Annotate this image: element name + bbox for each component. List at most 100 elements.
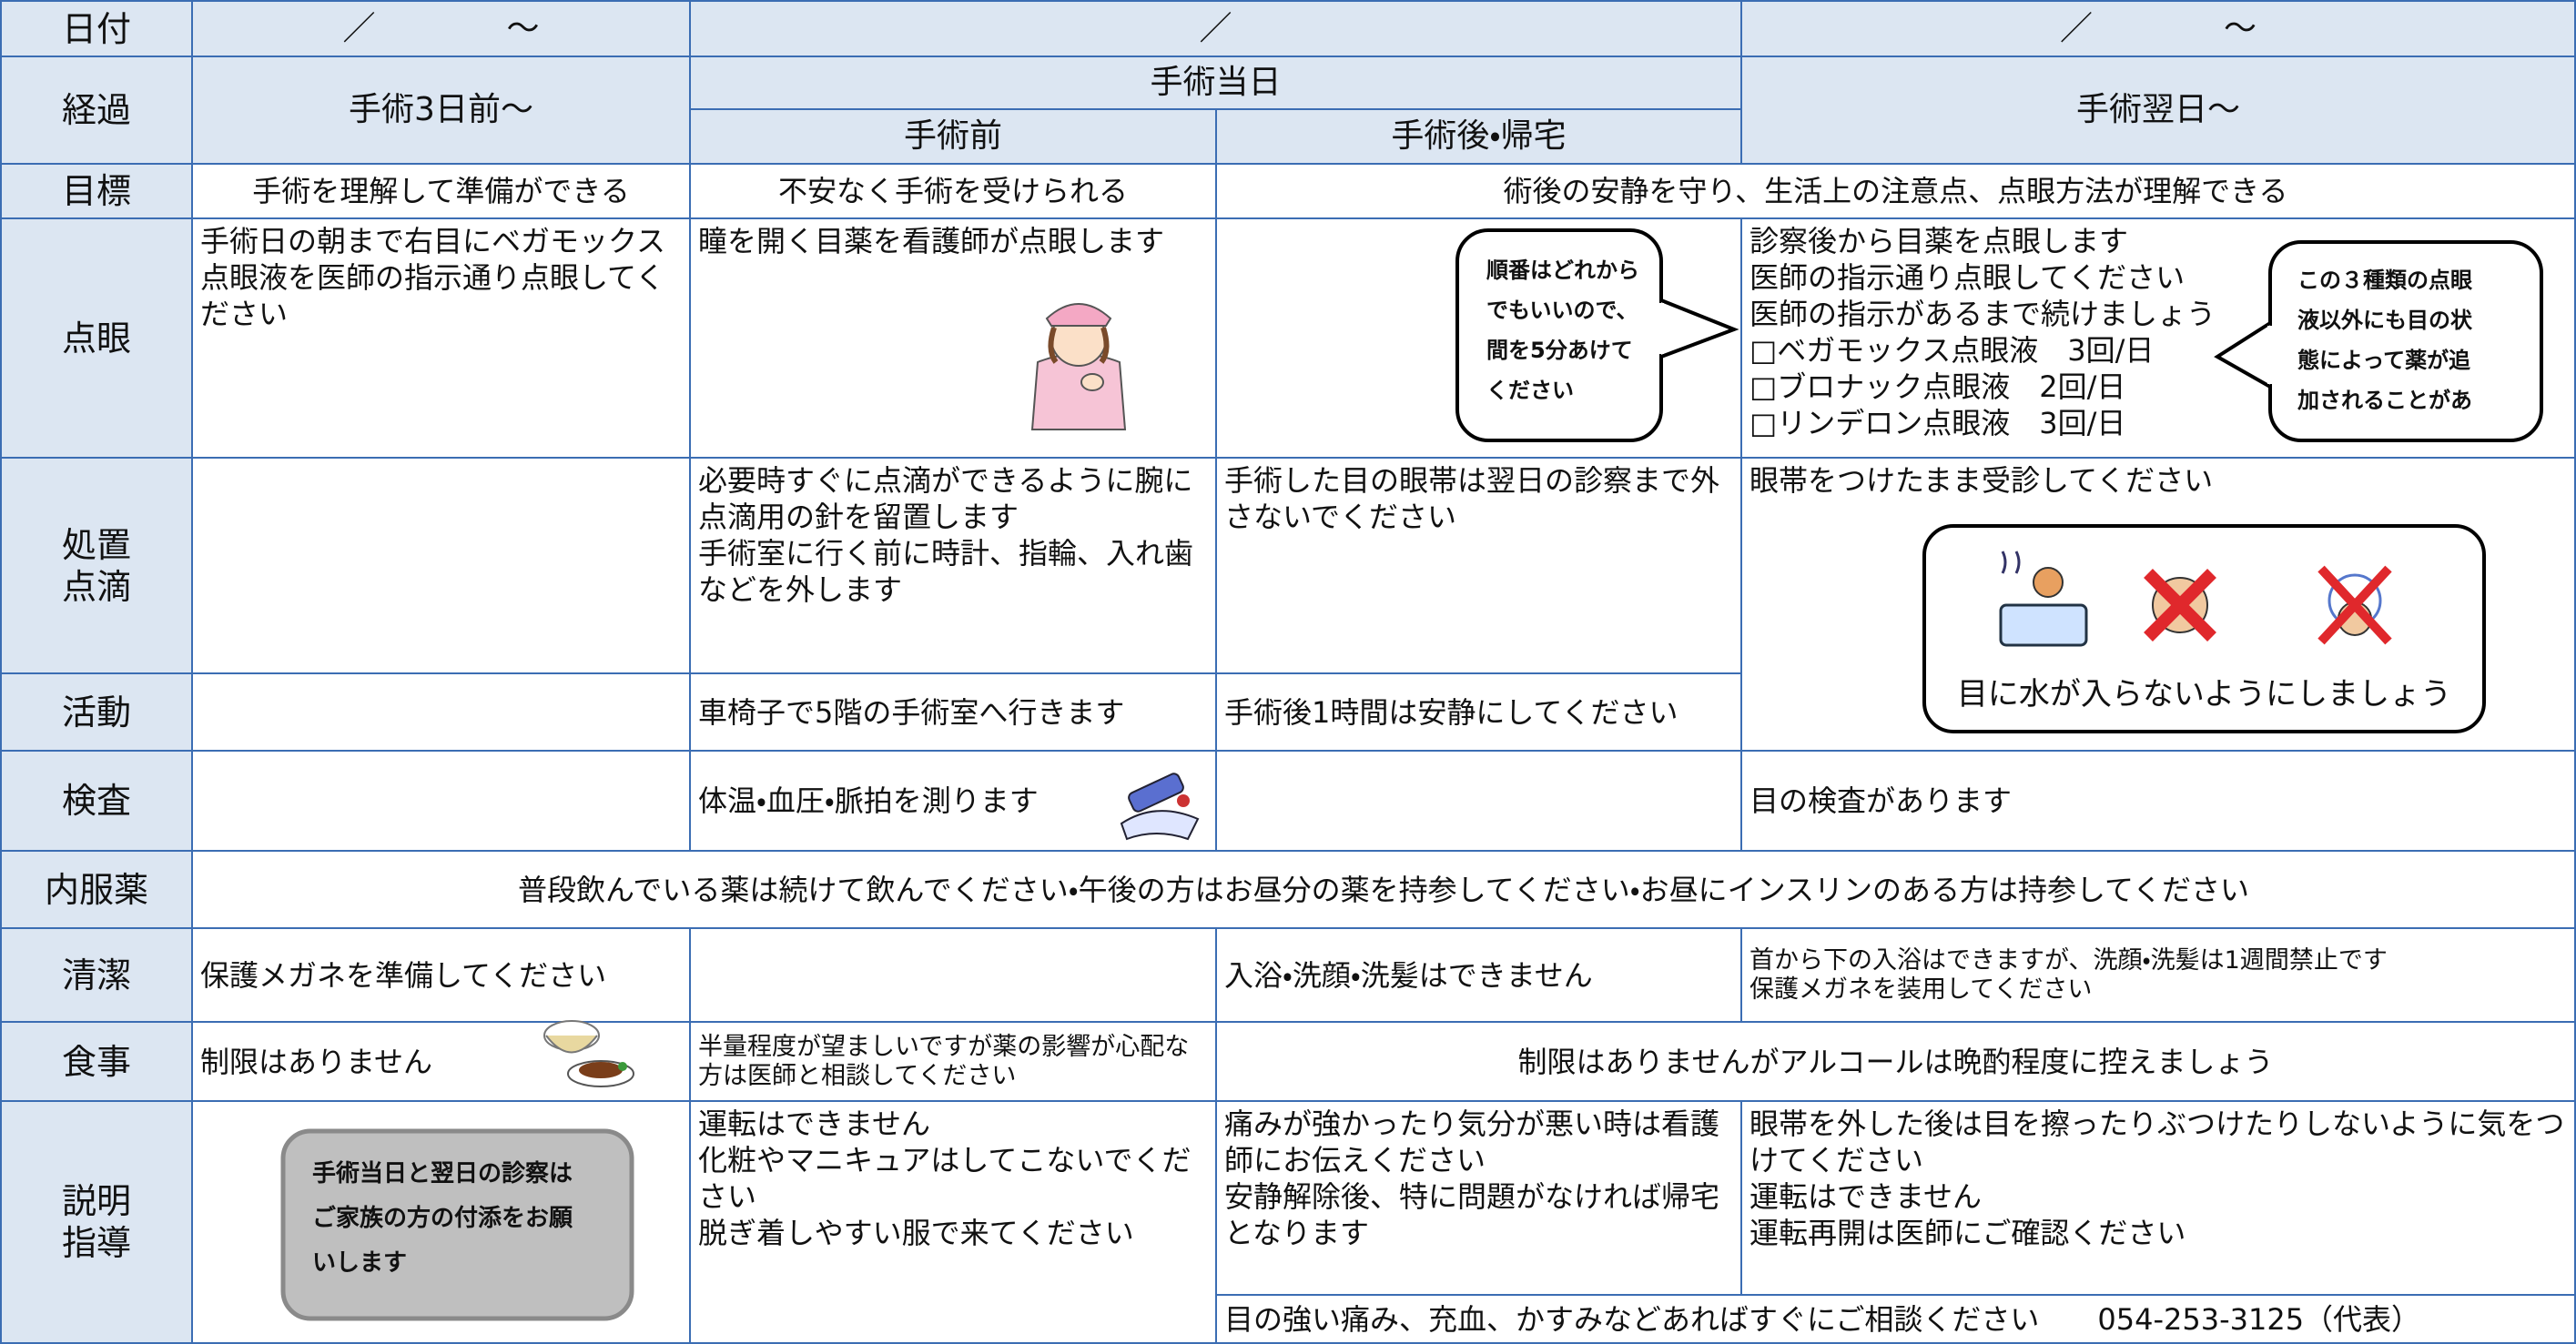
cell-text: ／ ～ [2059,9,2257,47]
table-cell [191,750,691,852]
table-cell [1215,750,1742,852]
cell-text: 体温・血圧・脈拍を測ります [698,783,1039,818]
cell-text: 普段飲んでいる薬は続けて飲んでください・午後の方はお昼分の薬を持参してください・… [517,872,2250,907]
cell-text: 入浴・洗顔・洗髪はできません [1224,957,1593,993]
table-cell [689,927,1217,1023]
table-cell: 首から下の入浴はできますが、洗顔・洗髪は1週間禁止です 保護メガネを装用してくださ… [1740,927,2576,1023]
table-cell: 普段飲んでいる薬は続けて飲んでください・午後の方はお昼分の薬を持参してください・… [191,850,2576,929]
cell-text: 液以外にも目の状 [2297,308,2472,333]
cell-text: 手術室に行く前に時計、指輪、入れ歯などを外します [698,536,1194,607]
cell-text: 瞳を開く目薬を看護師が点眼します [698,224,1165,258]
cell-text: 順番はどれから [1486,258,1639,283]
notice-text: 手術当日と翌日の診察は ご家族の方の付添をお願 いします [312,1152,573,1286]
cell-text: 運転再開は医師にご確認ください [1749,1216,2186,1250]
table-cell: ／ ～ [1740,0,2576,57]
bubble-text: 順番はどれから でもいいので、 間を5分あけて ください [1486,250,1639,410]
table-cell: 目の検査があります [1740,750,2576,852]
table-cell: 手術した目の眼帯は翌日の診察まで外さないでください [1215,457,1742,674]
table-cell: 手術3日前～ [191,56,691,165]
cell-text: 眼帯をつけたまま受診してください [1749,463,2214,498]
cell-text: 痛みが強かったり気分が悪い時は看護師にお伝えください [1224,1107,1720,1177]
cell-text: 首から下の入浴はできますが、洗顔・洗髪は1週間禁止です [1749,945,2388,975]
table-cell: 保護メガネを準備してください [191,927,691,1023]
cell-text: 説明 [61,1181,131,1221]
cell-text: 加されることがあ [2297,388,2472,413]
cell-text: □ブロナック点眼液 2回/日 [1749,369,2126,404]
table-cell: 手術を理解して準備ができる [191,163,691,219]
cell-text: ください [1486,378,1574,403]
cell-text: 手術した目の眼帯は翌日の診察まで外さないでください [1224,463,1720,534]
table-cell: 食事 [0,1021,193,1102]
cell-text: 手術前 [903,117,1002,155]
table-cell: 瞳を開く目薬を看護師が点眼します [689,217,1217,459]
cell-text: 食事 [61,1041,131,1082]
cell-text: □ベガモックス点眼液 3回/日 [1749,333,2155,368]
table-cell: 半量程度が望ましいですが薬の影響が心配な方は医師と相談してください [689,1021,1217,1102]
cell-text: 手術3日前～ [349,91,533,128]
cell-text: 安静解除後、特に問題がなければ帰宅となります [1224,1179,1720,1250]
table-cell: 必要時すぐに点滴ができるように腕に点滴用の針を留置します 手術室に行く前に時計、指… [689,457,1217,674]
cell-text: 手術当日 [1150,64,1282,101]
bubble-text: この３種類の点眼 液以外にも目の状 態によって薬が追 加されることがあ [2297,260,2472,420]
table-cell [191,672,691,752]
table-cell: 検査 [0,750,193,852]
cell-text: 目標 [61,171,131,211]
cell-text: 運転はできません [1749,1179,1983,1214]
cell-text: いします [312,1249,408,1277]
table-cell: 説明 指導 [0,1100,193,1344]
table-cell: 手術後1時間は安静にしてください [1215,672,1742,752]
cell-text: 手術日の朝まで右目にベガモックス点眼液を医師の指示通り点眼してください [200,224,666,331]
cell-text: 制限はありません [200,1044,433,1079]
cell-text: ／ [1199,9,1232,47]
table-cell: 手術翌日～ [1740,56,2576,165]
table-cell: 手術後・帰宅 [1215,108,1742,165]
table-cell: 車椅子で5階の手術室へ行きます [689,672,1217,752]
table-cell: 内服薬 [0,850,193,929]
cell-text: 内服薬 [44,869,148,910]
table-cell: 点眼 [0,217,193,459]
cell-text: 術後の安静を守り、生活上の注意点、点眼方法が理解できる [1503,174,2288,208]
cell-text: □リンデロン点眼液 3回/日 [1749,406,2126,440]
table-cell: 手術前 [689,108,1217,165]
table-cell: 運転はできません 化粧やマニキュアはしてこないでください 脱ぎ着しやすい服で来てくだ… [689,1100,1217,1344]
cell-text: 経過 [61,90,131,130]
cell-text: ご家族の方の付添をお願 [312,1205,573,1232]
cell-text: 清潔 [61,955,131,995]
cell-text: 点眼 [61,318,131,359]
cell-text: 脱ぎ着しやすい服で来てください [698,1216,1134,1250]
table-cell: 目の強い痛み、充血、かすみなどあればすぐにご相談ください 054-253-312… [1215,1294,2576,1344]
table-cell [1215,217,1742,459]
cell-text: 保護メガネを準備してください [200,957,607,993]
cell-text: 運転はできません [698,1107,931,1141]
table-cell: 体温・血圧・脈拍を測ります [689,750,1217,852]
cell-text: 保護メガネを装用してください [1749,975,2093,1004]
table-cell: 活動 [0,672,193,752]
cell-text: 手術当日と翌日の診察は [312,1160,573,1187]
cell-text: 態によって薬が追 [2297,348,2471,373]
cell-text: でもいいので、 [1486,298,1638,323]
cell-text: この３種類の点眼 [2297,268,2472,293]
cell-text: 検査 [61,781,131,821]
cell-text: 目の検査があります [1749,783,2013,818]
cell-text: 活動 [61,692,131,733]
table-cell [191,457,691,674]
cell-text: 不安なく手術を受けられる [777,174,1128,208]
table-cell: 眼帯を外した後は目を擦ったりぶつけたりしないように気をつけてください 運転はできま… [1740,1100,2576,1296]
table-cell: 経過 [0,56,193,165]
table-cell: 不安なく手術を受けられる [689,163,1217,219]
table-cell: 制限はありませんがアルコールは晩酌程度に控えましょう [1215,1021,2576,1102]
cell-text: 化粧やマニキュアはしてこないでください [698,1143,1192,1214]
cell-text: 手術翌日～ [2075,91,2240,128]
cell-text: 医師の指示通り点眼してください [1749,260,2186,295]
cell-text: 半量程度が望ましいですが薬の影響が心配な方は医師と相談してください [698,1032,1190,1090]
cell-text: 手術後・帰宅 [1391,117,1567,155]
table-cell: 目標 [0,163,193,219]
cell-text: 制限はありませんがアルコールは晩酌程度に控えましょう [1517,1044,2274,1079]
table-cell: ／ [689,0,1742,57]
cell-text: 必要時すぐに点滴ができるように腕に点滴用の針を留置します [698,463,1193,534]
cell-text: 眼帯を外した後は目を擦ったりぶつけたりしないように気をつけてください [1749,1107,2565,1177]
table-cell: 日付 [0,0,193,57]
cell-text: 日付 [61,8,131,49]
table-cell: 術後の安静を守り、生活上の注意点、点眼方法が理解できる [1215,163,2576,219]
table-cell: 処置 点滴 [0,457,193,674]
